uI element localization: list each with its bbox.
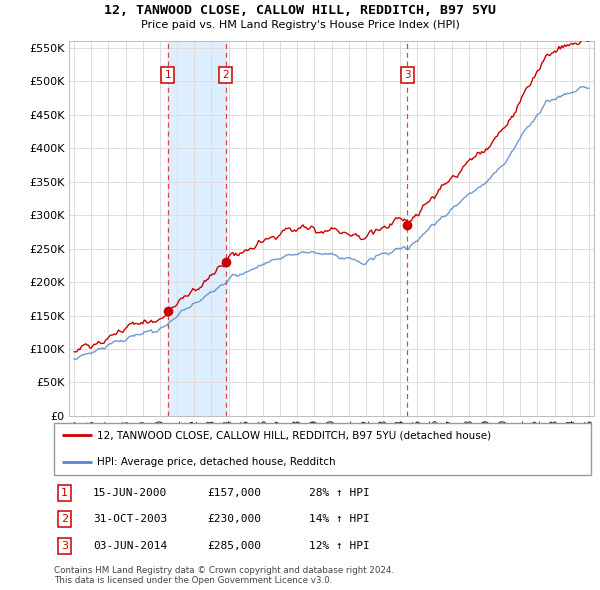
Text: 3: 3: [61, 541, 68, 550]
Bar: [168, 41, 226, 416]
Text: 2: 2: [223, 70, 229, 80]
Text: 12% ↑ HPI: 12% ↑ HPI: [309, 541, 370, 550]
Text: 12, TANWOOD CLOSE, CALLOW HILL, REDDITCH, B97 5YU: 12, TANWOOD CLOSE, CALLOW HILL, REDDITCH…: [104, 4, 496, 17]
Text: 12, TANWOOD CLOSE, CALLOW HILL, REDDITCH, B97 5YU (detached house): 12, TANWOOD CLOSE, CALLOW HILL, REDDITCH…: [97, 431, 491, 441]
Text: 28% ↑ HPI: 28% ↑ HPI: [309, 488, 370, 497]
Text: £230,000: £230,000: [207, 514, 261, 524]
Text: 31-OCT-2003: 31-OCT-2003: [93, 514, 167, 524]
Text: £285,000: £285,000: [207, 541, 261, 550]
Text: 03-JUN-2014: 03-JUN-2014: [93, 541, 167, 550]
Text: 15-JUN-2000: 15-JUN-2000: [93, 488, 167, 497]
Text: Price paid vs. HM Land Registry's House Price Index (HPI): Price paid vs. HM Land Registry's House …: [140, 20, 460, 30]
Text: 1: 1: [164, 70, 171, 80]
Text: This data is licensed under the Open Government Licence v3.0.: This data is licensed under the Open Gov…: [54, 576, 332, 585]
Text: 3: 3: [404, 70, 410, 80]
Text: 1: 1: [61, 488, 68, 497]
Text: HPI: Average price, detached house, Redditch: HPI: Average price, detached house, Redd…: [97, 457, 335, 467]
Text: Contains HM Land Registry data © Crown copyright and database right 2024.: Contains HM Land Registry data © Crown c…: [54, 566, 394, 575]
Text: £157,000: £157,000: [207, 488, 261, 497]
Text: 14% ↑ HPI: 14% ↑ HPI: [309, 514, 370, 524]
Text: 2: 2: [61, 514, 68, 524]
FancyBboxPatch shape: [54, 423, 591, 475]
